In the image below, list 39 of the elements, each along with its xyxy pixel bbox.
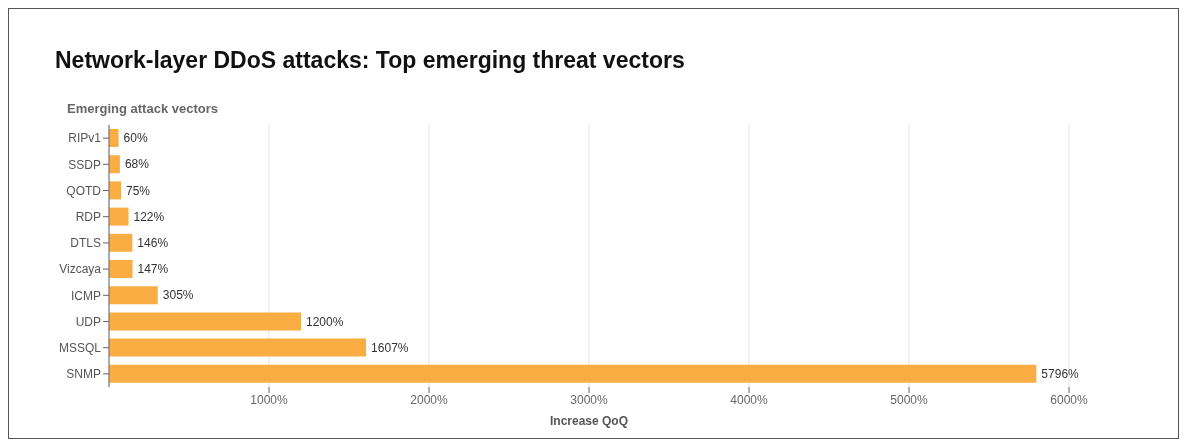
- y-tick-label: UDP: [75, 314, 101, 329]
- y-tick-label: MSSQL: [58, 340, 102, 355]
- data-label: 147%: [137, 262, 169, 277]
- bar: [109, 312, 301, 331]
- y-tick-label: Vizcaya: [59, 262, 102, 277]
- data-label: 122%: [133, 209, 165, 224]
- data-label: 305%: [162, 288, 194, 303]
- chart-subtitle: Emerging attack vectors: [66, 100, 219, 118]
- bar: [109, 181, 121, 200]
- x-tick-label: 1000%: [250, 392, 289, 407]
- x-tick-label: 5000%: [890, 392, 929, 407]
- chart-title: Network-layer DDoS attacks: Top emerging threat vectors: [54, 46, 686, 75]
- data-label: 146%: [137, 236, 169, 251]
- bar: [109, 233, 133, 252]
- x-tick-label: 3000%: [570, 392, 609, 407]
- y-tick-label: SSDP: [68, 157, 101, 172]
- data-label: 75%: [126, 183, 151, 198]
- x-axis-title: Increase QoQ: [549, 414, 629, 428]
- bar: [109, 286, 158, 305]
- data-label: 5796%: [1041, 367, 1080, 382]
- data-label: 68%: [124, 157, 150, 172]
- bar: [109, 155, 120, 174]
- bar: [109, 338, 367, 357]
- x-tick-label: 2000%: [410, 392, 449, 407]
- bar: [109, 260, 133, 278]
- data-label: 1200%: [306, 314, 344, 329]
- bar: [109, 207, 129, 226]
- x-tick-label: 6000%: [1050, 392, 1089, 407]
- x-tick-label: 4000%: [730, 392, 769, 407]
- y-tick-label: DTLS: [70, 236, 101, 251]
- y-tick-label: RIPv1: [68, 131, 102, 146]
- bar: [109, 364, 1037, 383]
- y-tick-label: SNMP: [66, 367, 101, 382]
- y-tick-label: RDP: [75, 209, 101, 224]
- y-tick-label: ICMP: [71, 288, 101, 303]
- y-tick-label: QOTD: [66, 183, 102, 198]
- bar: [109, 129, 119, 147]
- data-label: 60%: [123, 131, 148, 146]
- data-label: 1607%: [371, 340, 409, 355]
